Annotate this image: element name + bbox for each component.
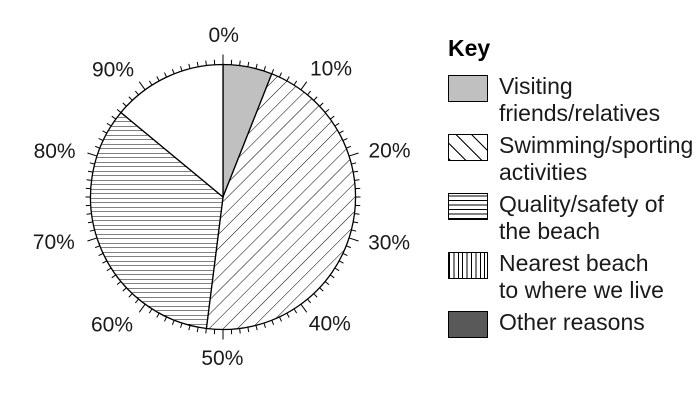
svg-text:80%: 80%	[34, 140, 76, 163]
svg-text:50%: 50%	[201, 347, 243, 370]
svg-text:30%: 30%	[368, 231, 410, 254]
svg-text:70%: 70%	[33, 231, 75, 254]
svg-text:0%: 0%	[209, 24, 239, 47]
svg-text:60%: 60%	[91, 313, 133, 336]
svg-text:20%: 20%	[368, 139, 410, 162]
svg-text:10%: 10%	[310, 57, 352, 80]
svg-text:40%: 40%	[309, 313, 351, 336]
svg-text:90%: 90%	[92, 59, 134, 82]
